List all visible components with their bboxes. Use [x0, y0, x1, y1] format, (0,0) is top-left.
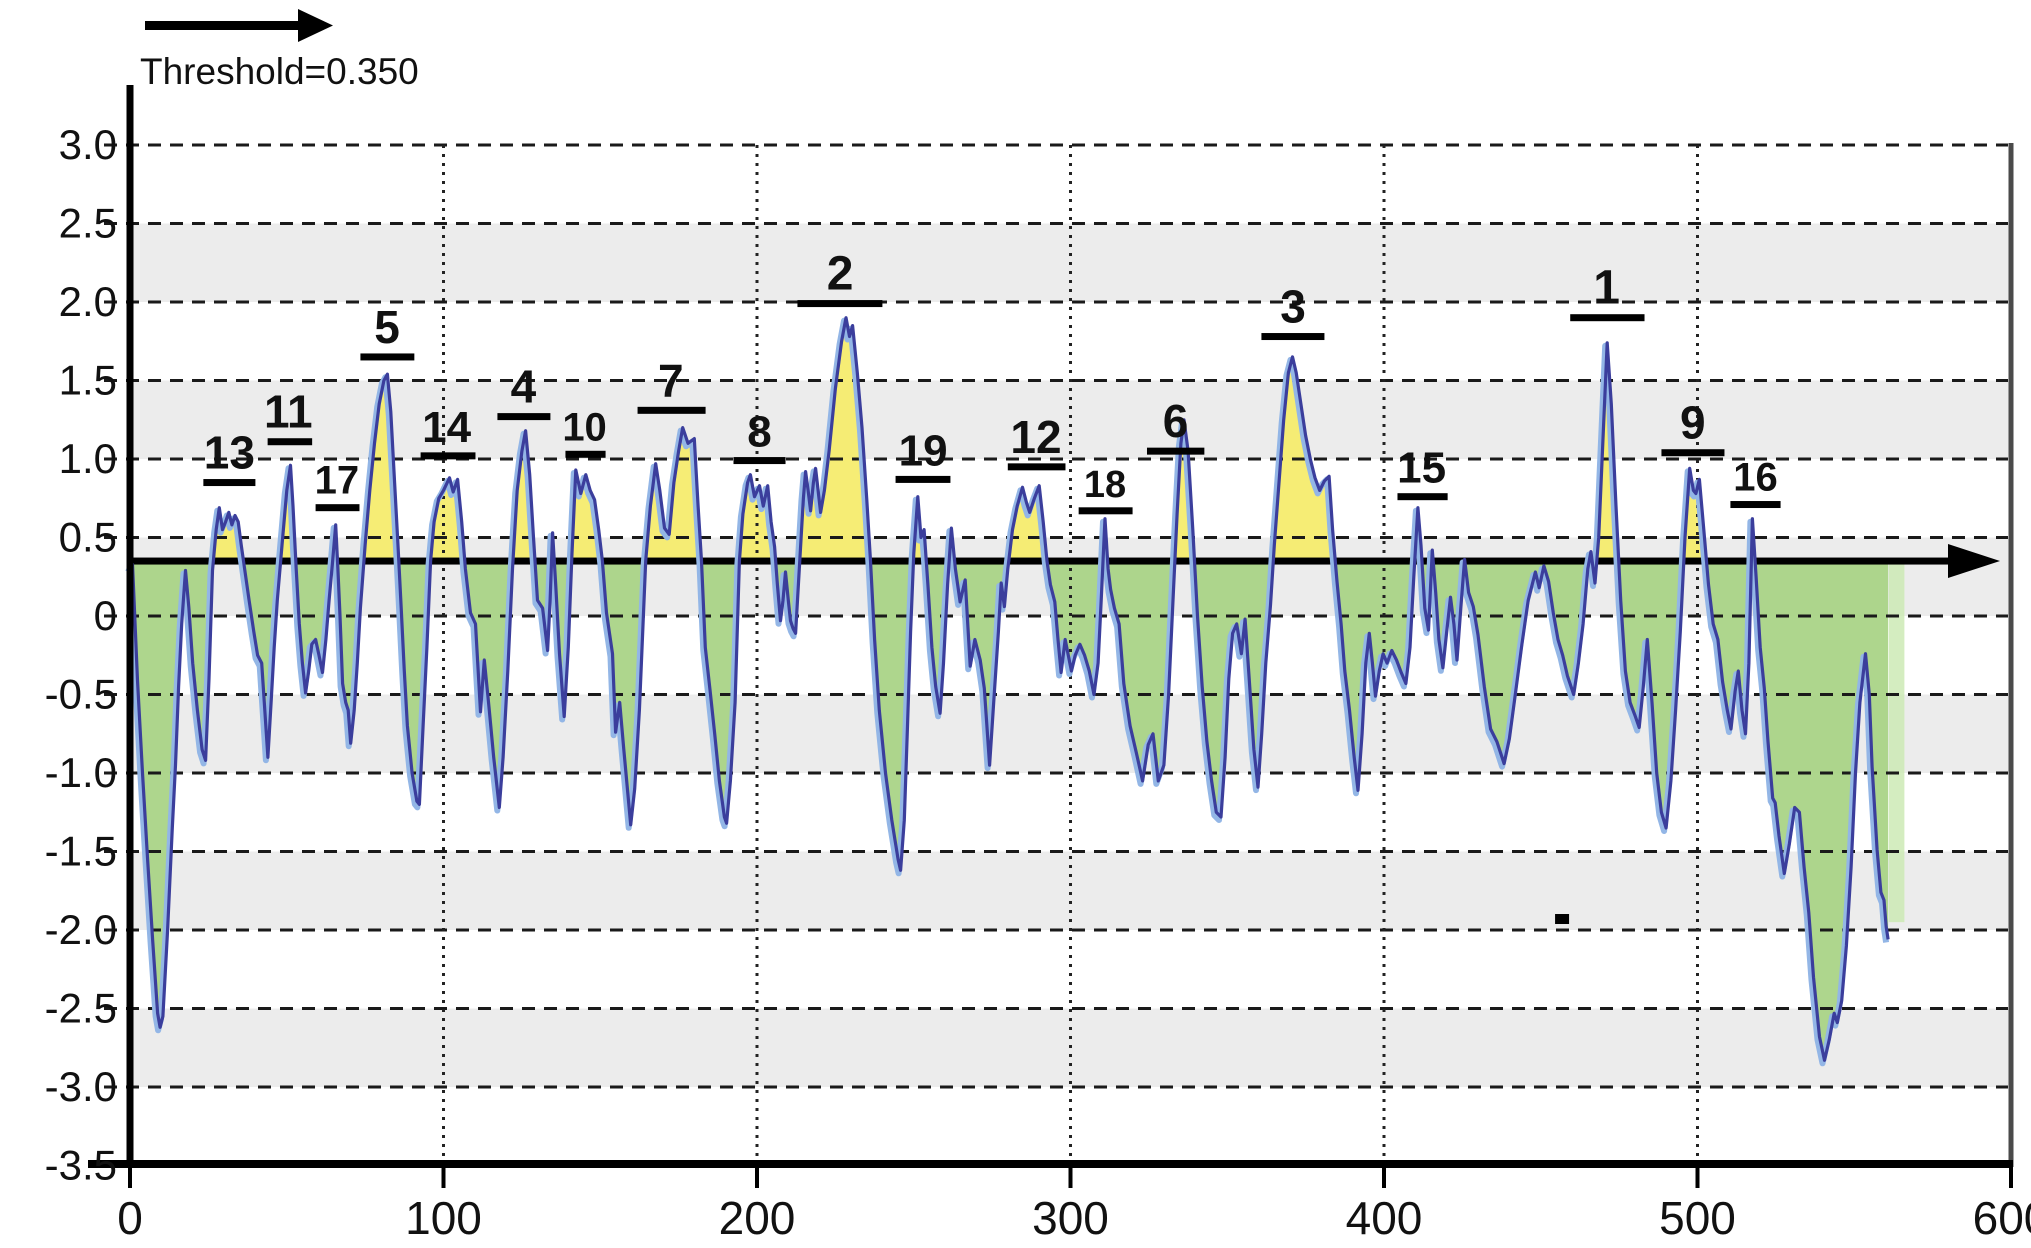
peak-number: 16	[1733, 456, 1778, 500]
y-tick-label: -0.5	[45, 671, 117, 718]
peak-label-15: 15	[1397, 444, 1448, 501]
peak-label-4: 4	[497, 361, 551, 421]
y-tick-label: -2.5	[45, 985, 117, 1032]
annotation-dot	[1555, 914, 1570, 925]
x-tick-label: 400	[1346, 1192, 1423, 1244]
y-tick-label: -2.0	[45, 906, 117, 953]
peak-number: 6	[1163, 395, 1189, 447]
y-axis-labels: 3.0 2.5 2.0 1.5 1.0 0.5 0 -0.5 -1.0 -1.5 -2.0 -2.5 -…	[45, 121, 117, 1189]
peak-label-19: 19	[895, 426, 951, 483]
peak-number: 10	[562, 405, 607, 449]
peak-number: 9	[1680, 397, 1706, 449]
y-tick-label: 2.0	[59, 278, 117, 325]
y-tick-label: 1.5	[59, 357, 117, 404]
peak-label-11: 11	[264, 386, 313, 446]
peak-label-17: 17	[315, 459, 360, 512]
peak-label-1: 1	[1570, 262, 1645, 322]
axes	[88, 85, 2013, 1188]
peak-number: 8	[747, 408, 771, 457]
x-tick-label: 300	[1032, 1192, 1109, 1244]
threshold-legend: Threshold=0.350	[140, 9, 419, 92]
peak-label-13: 13	[203, 427, 256, 487]
x-tick-label: 100	[405, 1192, 482, 1244]
peak-number: 17	[315, 459, 360, 503]
peak-number: 18	[1084, 464, 1126, 506]
right-arrow-icon	[145, 9, 333, 42]
peak-number: 7	[658, 354, 684, 406]
peak-label-10: 10	[562, 405, 607, 458]
signal-curve	[125, 316, 1890, 1067]
y-tick-label: -1.0	[45, 749, 117, 796]
y-tick-label: -3.0	[45, 1063, 117, 1110]
threshold-line	[130, 544, 2000, 579]
peak-number: 15	[1397, 444, 1446, 493]
peak-label-14: 14	[420, 403, 476, 460]
y-tick-label: 3.0	[59, 121, 117, 168]
peak-label-16: 16	[1730, 456, 1781, 509]
peak-label-5: 5	[360, 301, 415, 361]
peak-number: 14	[422, 403, 471, 452]
peak-number: 19	[899, 426, 948, 475]
peak-label-3: 3	[1261, 281, 1325, 341]
peak-number: 2	[827, 248, 854, 301]
x-tick-label: 200	[719, 1192, 796, 1244]
x-tick-label: 600	[1973, 1192, 2031, 1244]
y-tick-label: 0	[94, 592, 117, 639]
peak-label-6: 6	[1146, 395, 1205, 455]
peak-label-7: 7	[637, 354, 706, 414]
peak-label-2: 2	[797, 248, 883, 308]
y-tick-label: -1.5	[45, 828, 117, 875]
peak-number: 13	[204, 427, 255, 479]
y-tick-label: -3.5	[45, 1142, 117, 1189]
x-tick-label: 500	[1659, 1192, 1736, 1244]
peak-label-9: 9	[1661, 397, 1725, 457]
peak-number: 11	[264, 386, 313, 438]
peak-label-18: 18	[1078, 464, 1133, 515]
peak-number: 1	[1593, 262, 1620, 315]
peak-label-12: 12	[1007, 411, 1066, 471]
peak-number: 5	[374, 301, 400, 353]
y-tick-label: 0.5	[59, 514, 117, 561]
y-tick-label: 1.0	[59, 435, 117, 482]
peak-number: 4	[511, 361, 537, 413]
y-tick-label: 2.5	[59, 200, 117, 247]
peak-number: 3	[1280, 281, 1306, 333]
x-axis-labels: 0 100 200 300 400 500 600	[117, 1192, 2031, 1244]
peak-number: 12	[1010, 411, 1061, 463]
threshold-value-label: Threshold=0.350	[140, 51, 419, 92]
peak-label-8: 8	[733, 408, 786, 465]
x-tick-label: 0	[117, 1192, 143, 1244]
